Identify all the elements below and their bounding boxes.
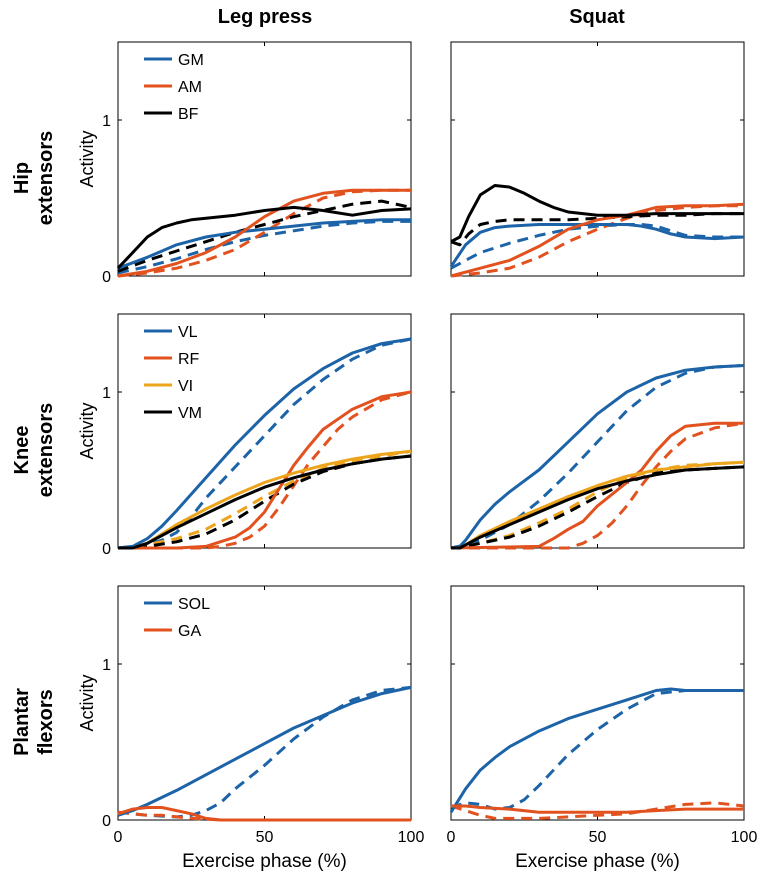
y-tick-label: 1 — [102, 385, 111, 402]
series-line-vi-dashed — [117, 449, 412, 550]
series-line-ga-solid — [451, 804, 744, 814]
row-title-plantar-1: Plantar — [11, 688, 33, 756]
legend-label-vm: VM — [178, 405, 202, 422]
x-axis-label: Exercise phase (%) — [515, 851, 680, 872]
legend-label-sol: SOL — [178, 596, 210, 613]
series-line-vi-solid — [118, 449, 412, 550]
series-line-sol-solid — [449, 687, 744, 813]
panel-hip-extensors-squat — [449, 41, 745, 278]
legend-label-rf: RF — [178, 351, 200, 368]
y-tick-label: 0 — [102, 269, 111, 286]
x-axis-label: Exercise phase (%) — [182, 851, 347, 872]
axes-box — [450, 585, 745, 821]
series-line-gm-dashed — [450, 223, 744, 270]
y-tick-label: 1 — [102, 113, 111, 130]
x-tick-label: 100 — [731, 829, 758, 846]
series-line-am-solid — [450, 202, 745, 278]
series-line-ga-solid — [117, 806, 411, 822]
series-line-bf-solid — [450, 184, 744, 244]
row-title-knee-2: extensors — [35, 403, 57, 498]
x-tick-label: 50 — [256, 829, 274, 846]
y-tick-label: 0 — [102, 541, 111, 558]
panel-hip-extensors-leg-press: 0 1 Activity GM AM BF — [77, 41, 412, 286]
series-line-vm-solid — [118, 454, 412, 550]
panel-knee-extensors-leg-press: 0 1 Activity VL RF VI VM — [77, 313, 412, 558]
series-line-gm-solid — [117, 218, 411, 270]
series-line-gm-dashed — [117, 219, 411, 275]
legend-label-ga: GA — [178, 623, 201, 640]
x-tick-label: 50 — [589, 829, 607, 846]
x-tick-label: 0 — [447, 829, 456, 846]
series-line-sol-solid — [117, 685, 412, 817]
series-line-ga-dashed — [450, 801, 745, 820]
legend-label-vl: VL — [178, 324, 198, 341]
y-axis-label: Activity — [77, 130, 97, 187]
legend-label-gm: GM — [178, 52, 204, 69]
y-tick-label: 1 — [102, 657, 111, 674]
x-tick-label: 100 — [398, 829, 425, 846]
series-line-gm-solid — [449, 223, 745, 268]
series-line-vl-solid — [450, 364, 745, 550]
series-line-bf-solid — [116, 205, 412, 270]
y-axis-label: Activity — [77, 674, 97, 731]
series-line-rf-solid — [450, 421, 744, 550]
axes-box — [450, 41, 745, 277]
axes-box — [117, 585, 412, 821]
series-line-vl-dashed — [450, 364, 745, 550]
axes-box — [117, 41, 412, 277]
panel-knee-extensors-squat — [450, 313, 745, 550]
y-tick-label: 0 — [102, 813, 111, 830]
row-title-plantar-2: flexors — [35, 689, 57, 755]
series-line-am-solid — [117, 188, 411, 278]
row-title-knee-1: Knee — [11, 426, 33, 475]
series-line-vl-dashed — [117, 337, 412, 550]
axes-box — [450, 313, 745, 549]
col-title-squat: Squat — [569, 6, 625, 28]
panel-plantar-flexors-leg-press: 0 1 0 50 100 Activity Exercise phase (%) SOL GA — [77, 585, 425, 872]
legend-label-vi: VI — [178, 378, 193, 395]
col-title-leg-press: Leg press — [218, 6, 312, 28]
panel-plantar-flexors-squat: 0 50 100 Exercise phase (%) — [447, 585, 758, 872]
series-line-rf-dashed — [451, 421, 745, 550]
row-title-hip-1: Hip — [11, 162, 33, 194]
series-line-bf-dashed — [117, 199, 412, 273]
y-axis-label: Activity — [77, 402, 97, 459]
legend-label-am: AM — [178, 79, 202, 96]
series-line-vm-solid — [451, 465, 745, 550]
row-title-hip-2: extensors — [35, 131, 57, 226]
series-line-bf-dashed — [450, 212, 744, 247]
series-line-sol-dashed — [450, 689, 744, 811]
legend-label-bf: BF — [178, 106, 199, 123]
series-line-vl-solid — [117, 337, 412, 550]
chart-panels: 0 1 Activity GM AM BF 0 1 Activity VL RF VI VM 0 1 0 50 1… — [77, 41, 758, 872]
x-tick-label: 0 — [114, 829, 123, 846]
series-line-rf-dashed — [118, 390, 412, 550]
series-line-rf-solid — [118, 390, 412, 550]
